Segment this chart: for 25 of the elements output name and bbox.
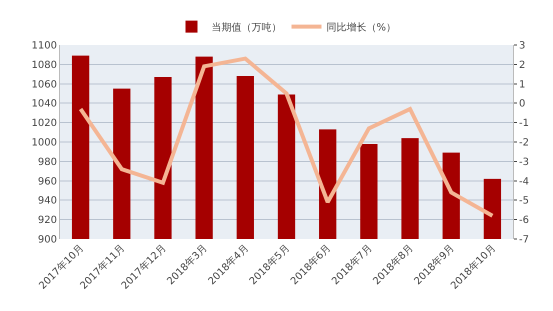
y2-tick-label: -2	[519, 138, 529, 148]
y2-tick-label: 1	[519, 79, 526, 90]
y-tick-label: 900	[38, 234, 57, 246]
y2-tick-label: 3	[519, 40, 526, 52]
y2-tick-label: -3	[519, 156, 529, 168]
y2-tick-label: -4	[519, 176, 529, 188]
y-tick-label: 1060	[32, 79, 57, 90]
y-tick-label: 920	[38, 215, 57, 226]
y2-tick-label: -1	[519, 118, 529, 130]
y-tick-label: 980	[38, 156, 57, 168]
y2-tick-label: 0	[519, 98, 526, 110]
y2-tick-label: -7	[519, 234, 529, 246]
line-series	[78, 56, 494, 218]
y2-tick-label: -6	[519, 215, 529, 226]
y2-tick-label: -5	[519, 196, 529, 207]
y-tick-label: 960	[38, 176, 57, 188]
y-tick-label: 1020	[32, 118, 57, 130]
y2-tick-label: 2	[519, 60, 526, 71]
y-tick-label: 940	[38, 196, 57, 207]
y-tick-label: 1040	[32, 98, 57, 110]
y-tick-label: 1080	[32, 60, 57, 71]
legend-label: 当期值（万吨）	[212, 22, 282, 34]
legend-label: 同比增长（%）	[326, 22, 396, 34]
y-tick-label: 1100	[32, 40, 57, 52]
y-tick-label: 1000	[32, 138, 57, 148]
